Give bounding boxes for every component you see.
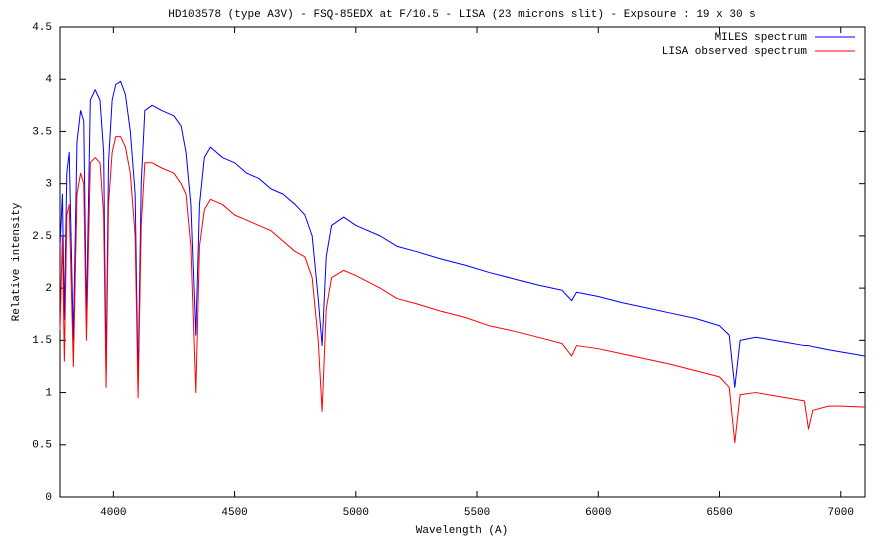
x-tick-label: 5500 [464, 507, 490, 519]
y-tick-label: 2 [45, 283, 52, 295]
x-tick-label: 4000 [100, 507, 126, 519]
x-tick-label: 6000 [585, 507, 611, 519]
x-axis-label: Wavelength (A) [416, 525, 508, 537]
y-tick-label: 0 [45, 492, 52, 504]
y-tick-label: 3.5 [32, 126, 52, 138]
legend-label: LISA observed spectrum [662, 46, 808, 58]
y-tick-label: 4.5 [32, 22, 52, 34]
legend-label: MILES spectrum [715, 32, 808, 44]
y-tick-label: 1 [45, 387, 52, 399]
x-tick-label: 7000 [828, 507, 854, 519]
series-line [59, 80, 866, 388]
x-tick-label: 6500 [706, 507, 732, 519]
x-tick-label: 4500 [221, 507, 247, 519]
series-line [59, 136, 866, 444]
y-axis-label: Relative intensity [11, 202, 23, 321]
y-tick-label: 4 [45, 74, 52, 86]
plot-frame [59, 26, 866, 498]
x-tick-label: 5000 [343, 507, 369, 519]
y-tick-label: 2.5 [32, 231, 52, 243]
y-tick-label: 0.5 [32, 440, 52, 452]
chart-title: HD103578 (type A3V) - FSQ-85EDX at F/10.… [168, 9, 756, 21]
y-tick-label: 1.5 [32, 335, 52, 347]
y-tick-label: 3 [45, 179, 52, 191]
